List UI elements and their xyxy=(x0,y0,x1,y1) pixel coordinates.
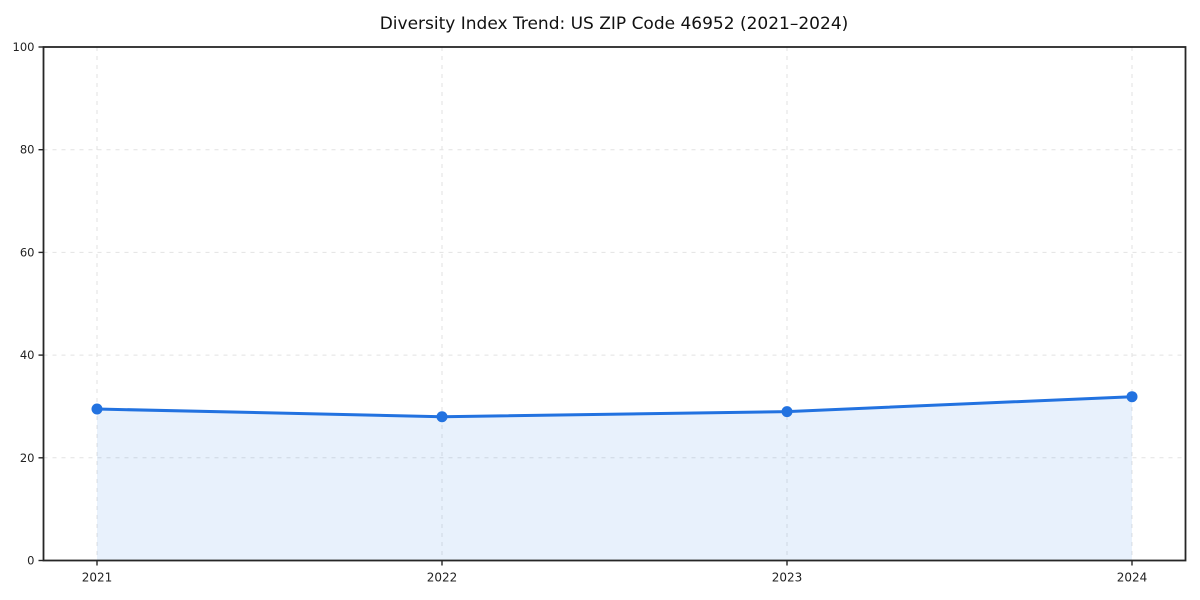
data-point-2021 xyxy=(91,403,103,415)
chart-title: Diversity Index Trend: US ZIP Code 46952… xyxy=(380,14,849,34)
y-tick-label: 0 xyxy=(27,554,34,568)
data-point-2022 xyxy=(436,411,448,423)
gridlines xyxy=(43,47,1186,561)
data-point-2023 xyxy=(781,406,793,418)
x-tick-label: 2022 xyxy=(427,571,458,585)
x-tick-label: 2024 xyxy=(1117,571,1148,585)
data-point-2024 xyxy=(1126,391,1138,403)
trend-line xyxy=(95,395,1134,419)
plot-area xyxy=(91,391,1138,561)
tick-labels: 0 20 40 60 80 100 2021 2022 2023 2024 xyxy=(13,40,1148,585)
area-fill xyxy=(97,396,1132,561)
x-tick-label: 2021 xyxy=(82,571,113,585)
y-tick-label: 80 xyxy=(20,143,35,157)
y-tick-label: 60 xyxy=(20,245,35,259)
plot-border xyxy=(42,46,1187,562)
x-tick-label: 2023 xyxy=(772,571,803,585)
axes xyxy=(38,46,1187,566)
y-tick-label: 20 xyxy=(20,451,35,465)
y-tick-label: 40 xyxy=(20,348,35,362)
y-tick-label: 100 xyxy=(13,40,35,54)
